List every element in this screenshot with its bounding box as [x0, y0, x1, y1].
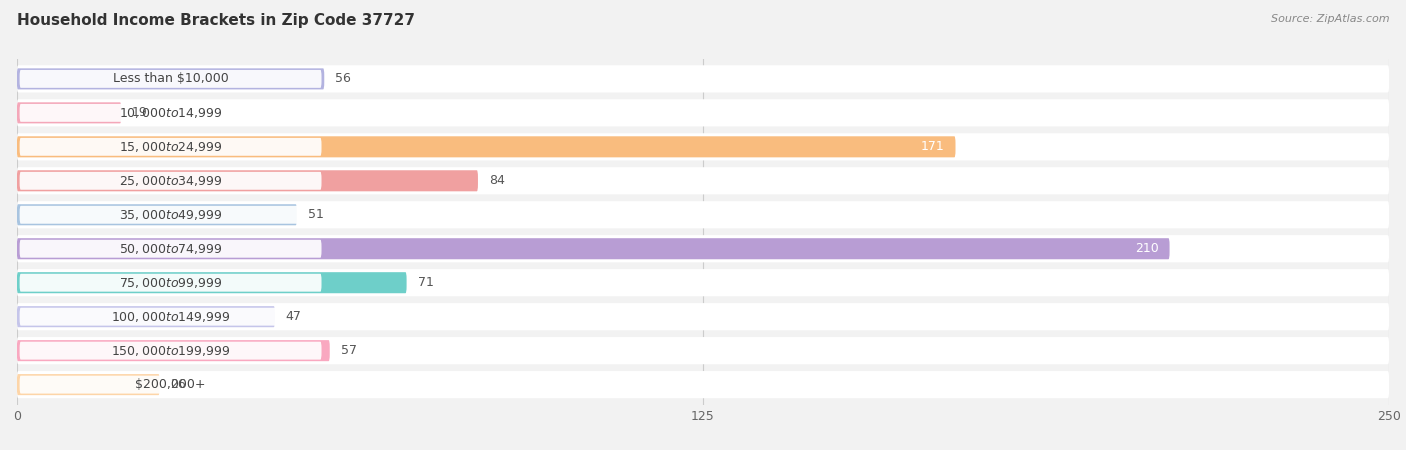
Text: Less than $10,000: Less than $10,000	[112, 72, 228, 86]
FancyBboxPatch shape	[20, 172, 322, 190]
Text: $150,000 to $199,999: $150,000 to $199,999	[111, 344, 231, 358]
FancyBboxPatch shape	[17, 272, 406, 293]
FancyBboxPatch shape	[17, 167, 1389, 194]
FancyBboxPatch shape	[17, 201, 1389, 228]
Text: 26: 26	[170, 378, 187, 391]
FancyBboxPatch shape	[17, 235, 1389, 262]
Text: 171: 171	[921, 140, 945, 153]
FancyBboxPatch shape	[20, 70, 322, 88]
Text: 84: 84	[489, 174, 505, 187]
Text: $200,000+: $200,000+	[135, 378, 205, 391]
Text: 210: 210	[1135, 242, 1159, 255]
FancyBboxPatch shape	[20, 376, 322, 394]
Text: $50,000 to $74,999: $50,000 to $74,999	[120, 242, 222, 256]
FancyBboxPatch shape	[17, 340, 330, 361]
FancyBboxPatch shape	[17, 65, 1389, 92]
FancyBboxPatch shape	[17, 102, 121, 123]
FancyBboxPatch shape	[17, 170, 478, 191]
Text: $75,000 to $99,999: $75,000 to $99,999	[120, 276, 222, 290]
Text: 56: 56	[335, 72, 352, 86]
Text: $100,000 to $149,999: $100,000 to $149,999	[111, 310, 231, 324]
FancyBboxPatch shape	[20, 342, 322, 360]
FancyBboxPatch shape	[17, 133, 1389, 160]
Text: 47: 47	[285, 310, 302, 323]
FancyBboxPatch shape	[17, 337, 1389, 364]
Text: 57: 57	[340, 344, 357, 357]
Text: 71: 71	[418, 276, 433, 289]
Text: 51: 51	[308, 208, 323, 221]
Text: $15,000 to $24,999: $15,000 to $24,999	[120, 140, 222, 154]
Text: Source: ZipAtlas.com: Source: ZipAtlas.com	[1271, 14, 1389, 23]
FancyBboxPatch shape	[17, 204, 297, 225]
FancyBboxPatch shape	[17, 306, 274, 327]
Text: $10,000 to $14,999: $10,000 to $14,999	[120, 106, 222, 120]
FancyBboxPatch shape	[20, 240, 322, 258]
FancyBboxPatch shape	[17, 99, 1389, 126]
FancyBboxPatch shape	[17, 303, 1389, 330]
FancyBboxPatch shape	[17, 68, 325, 90]
Text: 19: 19	[132, 106, 148, 119]
FancyBboxPatch shape	[17, 238, 1170, 259]
FancyBboxPatch shape	[17, 269, 1389, 296]
FancyBboxPatch shape	[17, 136, 956, 158]
FancyBboxPatch shape	[20, 138, 322, 156]
FancyBboxPatch shape	[20, 308, 322, 326]
FancyBboxPatch shape	[20, 274, 322, 292]
Text: $35,000 to $49,999: $35,000 to $49,999	[120, 208, 222, 222]
FancyBboxPatch shape	[17, 374, 160, 395]
Text: $25,000 to $34,999: $25,000 to $34,999	[120, 174, 222, 188]
FancyBboxPatch shape	[20, 206, 322, 224]
Text: Household Income Brackets in Zip Code 37727: Household Income Brackets in Zip Code 37…	[17, 14, 415, 28]
FancyBboxPatch shape	[17, 371, 1389, 398]
FancyBboxPatch shape	[20, 104, 322, 122]
